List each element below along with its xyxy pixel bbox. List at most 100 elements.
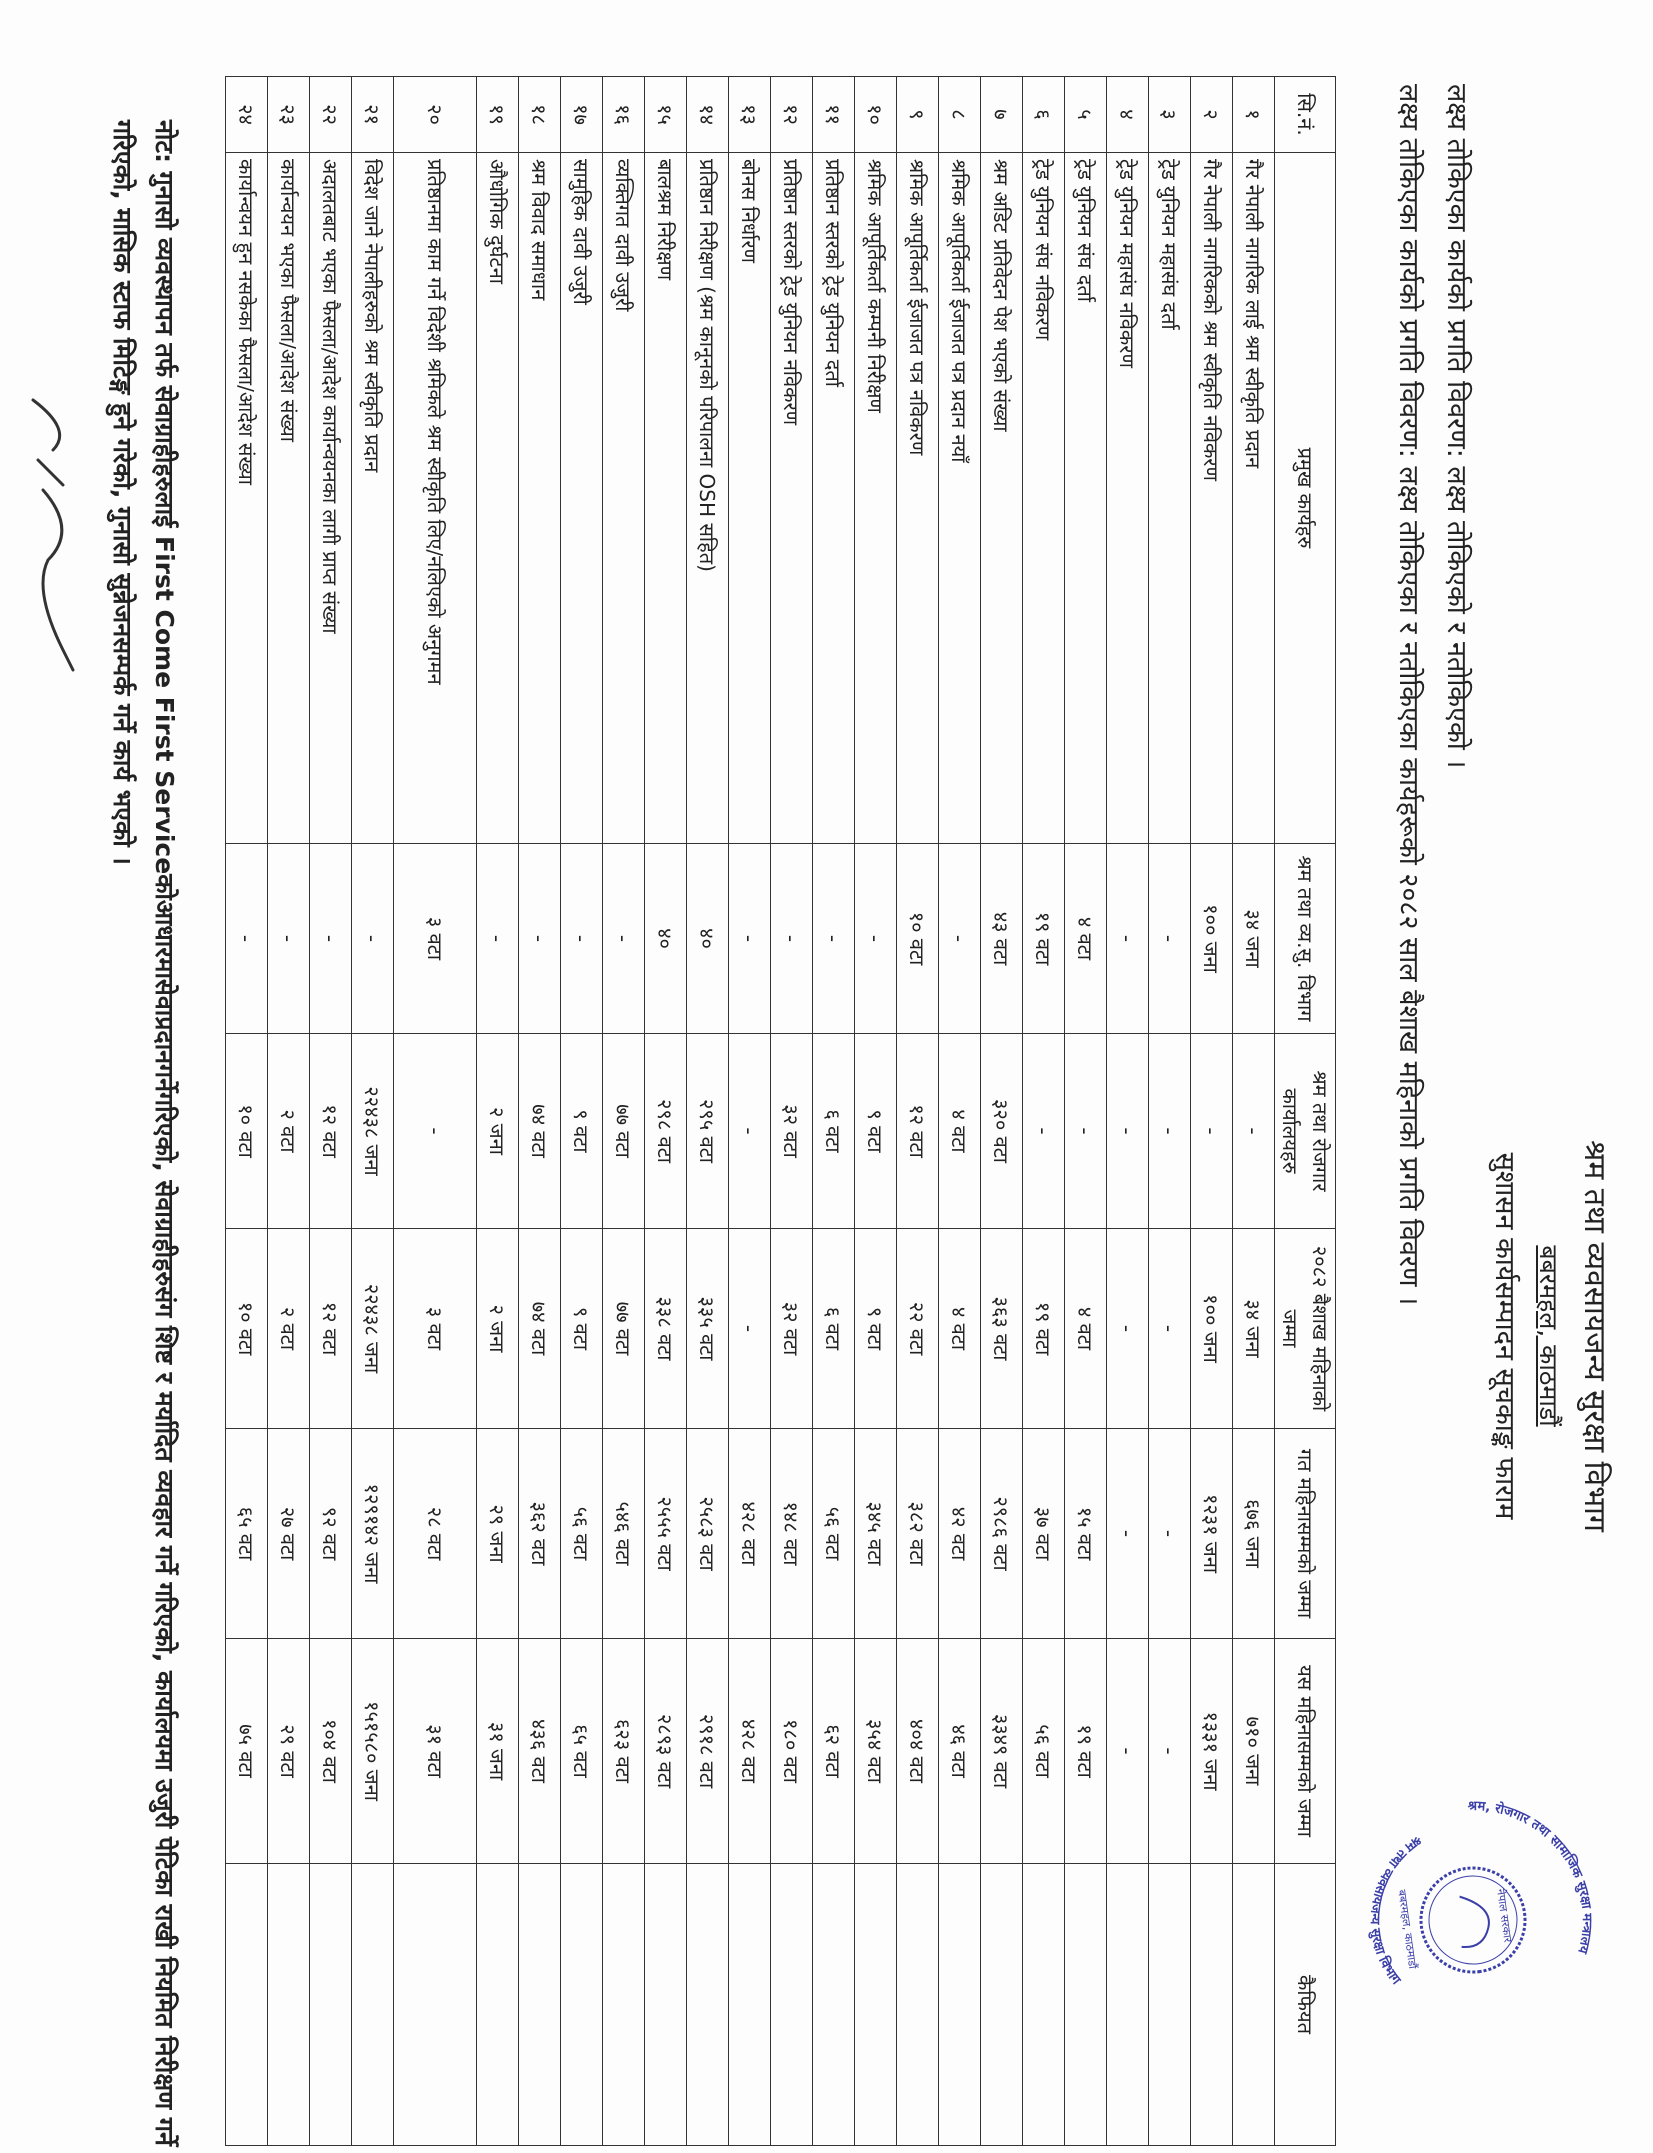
column-header-cumulative-total: यस महिनासम्मको जम्मा xyxy=(1274,1638,1336,1864)
cell-cumulative-total: ४३६ वटा xyxy=(518,1638,561,1864)
cell-sn: ११ xyxy=(812,76,855,153)
cell-remarks xyxy=(1190,1863,1233,2146)
cell-cumulative-total: १९ वटा xyxy=(1064,1638,1107,1864)
cell-remarks xyxy=(267,1863,310,2146)
cell-remarks xyxy=(351,1863,394,2146)
cell-labour-offices: - xyxy=(1190,1033,1233,1229)
cell-this-month-total: ३४ जना xyxy=(1232,1228,1275,1429)
cell-previous-total: ३६२ वटा xyxy=(518,1428,561,1639)
cell-sn: ६ xyxy=(1022,76,1065,153)
cell-previous-total: २८ वटा xyxy=(393,1428,477,1639)
table-row: १९ औधोगिक दुर्घटना -२ जना २ जना २९ जना ३१ जना xyxy=(476,76,519,2146)
table-row: ७ श्रम अडिट प्रतिवेदन पेश भएको संख्या ४३ व… xyxy=(980,76,1023,2146)
cell-labour-offices: - xyxy=(1106,1033,1149,1229)
cell-labour-offices: - xyxy=(1148,1033,1191,1229)
cell-main-activity: श्रम विवाद समाधान xyxy=(518,152,561,844)
cell-labour-offices: ९ वटा xyxy=(560,1033,603,1229)
cell-previous-total: ५४६ वटा xyxy=(602,1428,645,1639)
cell-previous-total: १२३१ जना xyxy=(1190,1428,1233,1639)
cell-department: ४० xyxy=(644,843,687,1034)
cell-previous-total: ४२ वटा xyxy=(938,1428,981,1639)
cell-this-month-total: १०० जना xyxy=(1190,1228,1233,1429)
cell-department: - xyxy=(770,843,813,1034)
cell-department: - xyxy=(812,843,855,1034)
cell-remarks xyxy=(1022,1863,1065,2146)
cell-labour-offices: ३२ वटा xyxy=(770,1033,813,1229)
cell-previous-total: २९८६ वटा xyxy=(980,1428,1023,1639)
cell-labour-offices: १२ वटा xyxy=(309,1033,352,1229)
cell-main-activity: ट्रेड युनियन संघ दर्ता xyxy=(1064,152,1107,844)
cell-remarks xyxy=(560,1863,603,2146)
cell-sn: १७ xyxy=(560,76,603,153)
cell-cumulative-total: १८० वटा xyxy=(770,1638,813,1864)
cell-main-activity: गैर नेपाली नागरिक लाई श्रम स्वीकृति प्रद… xyxy=(1232,152,1275,844)
cell-sn: २१ xyxy=(351,76,394,153)
cell-remarks xyxy=(770,1863,813,2146)
cell-sn: २० xyxy=(393,76,477,153)
stamp-inner-text: नेपाल सरकार xyxy=(1494,1888,1514,1944)
cell-department: - xyxy=(476,843,519,1034)
cell-cumulative-total: १०४ वटा xyxy=(309,1638,352,1864)
cell-this-month-total: - xyxy=(1148,1228,1191,1429)
stamp-location: बबरमहल, काठमाडौं xyxy=(1395,1889,1419,1970)
official-stamp: श्रम, रोजगार तथा सामाजिक सुरक्षा मन्त्रा… xyxy=(1355,1784,1600,1991)
cell-main-activity: बालश्रम निरीक्षण xyxy=(644,152,687,844)
cell-labour-offices: २९५ वटा xyxy=(686,1033,729,1229)
cell-sn: १४ xyxy=(686,76,729,153)
cell-main-activity: प्रतिष्ठानमा काम गर्ने विदेशी श्रमिकले श… xyxy=(393,152,477,844)
cell-labour-offices: ४ वटा xyxy=(938,1033,981,1229)
cell-cumulative-total: ६२३ वटा xyxy=(602,1638,645,1864)
cell-cumulative-total: २८९३ वटा xyxy=(644,1638,687,1864)
table-row: २४ कार्यान्वयन हुन नसकेका फैसला/आदेश संख्… xyxy=(225,76,268,2146)
cell-remarks xyxy=(602,1863,645,2146)
cell-main-activity: श्रम अडिट प्रतिवेदन पेश भएको संख्या xyxy=(980,152,1023,844)
column-header-remarks: कैफियत xyxy=(1274,1863,1336,2146)
table-row: १६ व्यक्तिगत दावी उजुरी -७७ वटा ७७ वटा ५४६ व… xyxy=(602,76,645,2146)
cell-remarks xyxy=(854,1863,897,2146)
cell-labour-offices: २२४३८ जना xyxy=(351,1033,394,1229)
cell-sn: २३ xyxy=(267,76,310,153)
column-header-this-month-total: २०८२ बैशाख महिनाको जम्मा xyxy=(1274,1228,1336,1429)
table-row: १८ श्रम विवाद समाधान -७४ वटा ७४ वटा ३६२ वटा ४… xyxy=(518,76,561,2146)
table-row: ५ ट्रेड युनियन संघ दर्ता ४ वटा -४ वटा १५ वटा… xyxy=(1064,76,1107,2146)
cell-sn: ९ xyxy=(896,76,939,153)
table-row: १२ प्रतिष्ठान स्तरको ट्रेड युनियन नविकरण -… xyxy=(770,76,813,2146)
cell-labour-offices: - xyxy=(1064,1033,1107,1229)
cell-this-month-total: ७७ वटा xyxy=(602,1228,645,1429)
cell-main-activity: अदालतबाट भएका फैसला/आदेश कार्यान्वयनका ल… xyxy=(309,152,352,844)
cell-main-activity: औधोगिक दुर्घटना xyxy=(476,152,519,844)
table-row: २३ कार्यान्वयन भएका फैसला/आदेश संख्या -२ व… xyxy=(267,76,310,2146)
table-row: २० प्रतिष्ठानमा काम गर्ने विदेशी श्रमिकले… xyxy=(393,76,477,2146)
cell-department: - xyxy=(560,843,603,1034)
table-row: १३ बोनस निर्धारण - - -४२८ वटा ४२८ वटा xyxy=(728,76,771,2146)
cell-department: - xyxy=(518,843,561,1034)
cell-cumulative-total: ४०४ वटा xyxy=(896,1638,939,1864)
table-row: ३ ट्रेड युनियन महासंघ दर्ता - - - - - xyxy=(1148,76,1191,2146)
cell-this-month-total: ७४ वटा xyxy=(518,1228,561,1429)
cell-this-month-total: ३२ वटा xyxy=(770,1228,813,1429)
cell-this-month-total: - xyxy=(1106,1228,1149,1429)
cell-main-activity: गैर नेपाली नागरिकको श्रम स्वीकृति नविकरण xyxy=(1190,152,1233,844)
cell-remarks xyxy=(1106,1863,1149,2146)
cell-cumulative-total: - xyxy=(1148,1638,1191,1864)
cell-cumulative-total: २९ वटा xyxy=(267,1638,310,1864)
cell-department: - xyxy=(728,843,771,1034)
cell-this-month-total: - xyxy=(728,1228,771,1429)
cell-remarks xyxy=(1064,1863,1107,2146)
cell-previous-total: - xyxy=(1106,1428,1149,1639)
column-header-department: श्रम तथा व्य.सु. विभाग xyxy=(1274,843,1336,1034)
cell-department: - xyxy=(225,843,268,1034)
cell-cumulative-total: १३३१ जना xyxy=(1190,1638,1233,1864)
cell-this-month-total: ९ वटा xyxy=(854,1228,897,1429)
cell-remarks xyxy=(1148,1863,1191,2146)
cell-cumulative-total: १५१५८० जना xyxy=(351,1638,394,1864)
cell-labour-offices: २ जना xyxy=(476,1033,519,1229)
form-title: सुशासन कार्यसम्पादन सूचकाङ्क फाराम xyxy=(1489,1152,1520,1520)
cell-main-activity: प्रतिष्ठान निरीक्षण (श्रम कानूनको परिपाल… xyxy=(686,152,729,844)
cell-cumulative-total: ६२ वटा xyxy=(812,1638,855,1864)
cell-sn: ७ xyxy=(980,76,1023,153)
cell-sn: ३ xyxy=(1148,76,1191,153)
cell-previous-total: ६५ वटा xyxy=(225,1428,268,1639)
cell-department: - xyxy=(309,843,352,1034)
cell-cumulative-total: ५६ वटा xyxy=(1022,1638,1065,1864)
